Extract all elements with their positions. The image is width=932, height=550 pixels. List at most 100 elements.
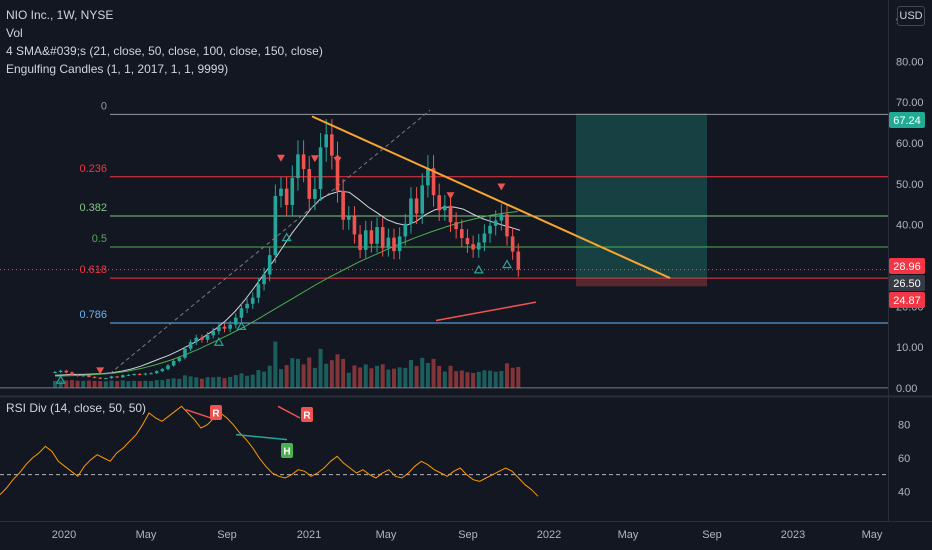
volume-bar (465, 372, 470, 388)
candle-body (437, 195, 441, 211)
candle-body (64, 370, 69, 373)
volume-bar (98, 381, 103, 388)
candle-body (341, 190, 345, 220)
volume-bar (132, 380, 137, 388)
time-tick-label: May (376, 529, 397, 541)
candle-body (126, 374, 131, 376)
rsi-tick-label: 80 (898, 420, 910, 432)
volume-bar (166, 378, 170, 388)
candle-body (273, 196, 278, 256)
rsi-bear-signal: R (303, 411, 311, 422)
price-tick-label: 80.00 (896, 56, 924, 68)
candle-body (296, 154, 300, 179)
volume-bar (188, 376, 193, 388)
candle-body (239, 308, 244, 318)
currency-button[interactable]: USD (897, 6, 925, 26)
price-tag: 67.24 (893, 115, 921, 127)
volume-bar (228, 376, 233, 388)
bearish-engulfing-marker (446, 192, 455, 200)
bullish-engulfing-marker (473, 264, 484, 274)
volume-bar (137, 381, 142, 388)
engulfing-legend: Engulfing Candles (1, 1, 2017, 1, 1, 999… (6, 62, 229, 76)
volume-bar (160, 379, 165, 388)
volume-bar (92, 381, 97, 388)
volume-bar (295, 358, 300, 388)
bullish-engulfing-marker (213, 337, 224, 346)
candle-body (154, 371, 159, 374)
candle-body (369, 230, 374, 244)
volume-bar (392, 368, 396, 388)
price-tick-label: 40.00 (896, 220, 924, 232)
candle-body (380, 227, 385, 249)
price-tick-label: 60.00 (896, 138, 924, 150)
volume-bar (245, 375, 250, 388)
candle-body (460, 229, 464, 239)
volume-bar (171, 378, 176, 388)
volume-bar (425, 362, 430, 388)
candle-body (81, 375, 86, 377)
fib-label: 0.5 (92, 233, 107, 245)
candle-body (228, 324, 232, 329)
volume-bar (262, 371, 267, 388)
volume-bar (476, 371, 481, 388)
volume-bar (454, 371, 459, 388)
candle-body (392, 237, 396, 252)
volume-bar (233, 375, 238, 388)
fib-label: 0.618 (79, 264, 107, 276)
rsi-tick-label: 40 (898, 486, 910, 498)
price-tag-background (889, 112, 925, 128)
candle-body (177, 357, 182, 361)
candle-body (137, 374, 142, 376)
price-tick-label: 10.00 (896, 342, 924, 354)
candle-body (335, 155, 340, 191)
descending-trendline (311, 115, 671, 279)
candle-body (188, 342, 193, 349)
candle-body (104, 378, 108, 380)
candle-body (397, 236, 402, 252)
volume-bar (64, 380, 69, 388)
volume-bar (211, 377, 216, 388)
candle-body (222, 326, 227, 329)
volume-bar (284, 365, 289, 388)
candle-body (426, 168, 430, 186)
candle-body (115, 376, 119, 378)
volume-bar (442, 371, 447, 388)
candle-body (499, 214, 504, 221)
candle-body (109, 376, 114, 379)
volume-bar (335, 354, 340, 388)
volume-bar (482, 370, 487, 388)
volume-bar (199, 378, 204, 388)
rsi-line (0, 405, 539, 497)
rsi-bear-signal-background (301, 407, 313, 422)
bearish-engulfing-marker (497, 183, 506, 191)
volume-bar (459, 370, 464, 388)
candle-body (363, 230, 368, 250)
candle-body (471, 244, 475, 250)
candle-body (262, 274, 266, 285)
volume-bar (488, 370, 493, 388)
candle-body (386, 237, 391, 249)
candle-body (431, 168, 436, 196)
volume-bar (149, 381, 154, 388)
candle-body (160, 369, 165, 372)
candle-body (70, 372, 74, 375)
volume-bar (312, 367, 317, 388)
bearish-engulfing-marker (333, 157, 342, 165)
volume-bar (380, 364, 385, 388)
candle-body (211, 331, 215, 336)
candle-body (279, 188, 283, 196)
candle-body (143, 373, 148, 375)
volume-bar (420, 357, 425, 388)
bullish-engulfing-marker (501, 259, 513, 269)
candle-body (414, 198, 419, 214)
candle-body (290, 178, 295, 205)
time-tick-label: May (862, 529, 883, 541)
candle-body (92, 376, 97, 378)
price-tag-background (889, 275, 925, 291)
volume-bar (182, 375, 187, 388)
target-zone[interactable] (576, 113, 707, 287)
candle-body (171, 360, 176, 366)
candle-body (307, 169, 312, 199)
